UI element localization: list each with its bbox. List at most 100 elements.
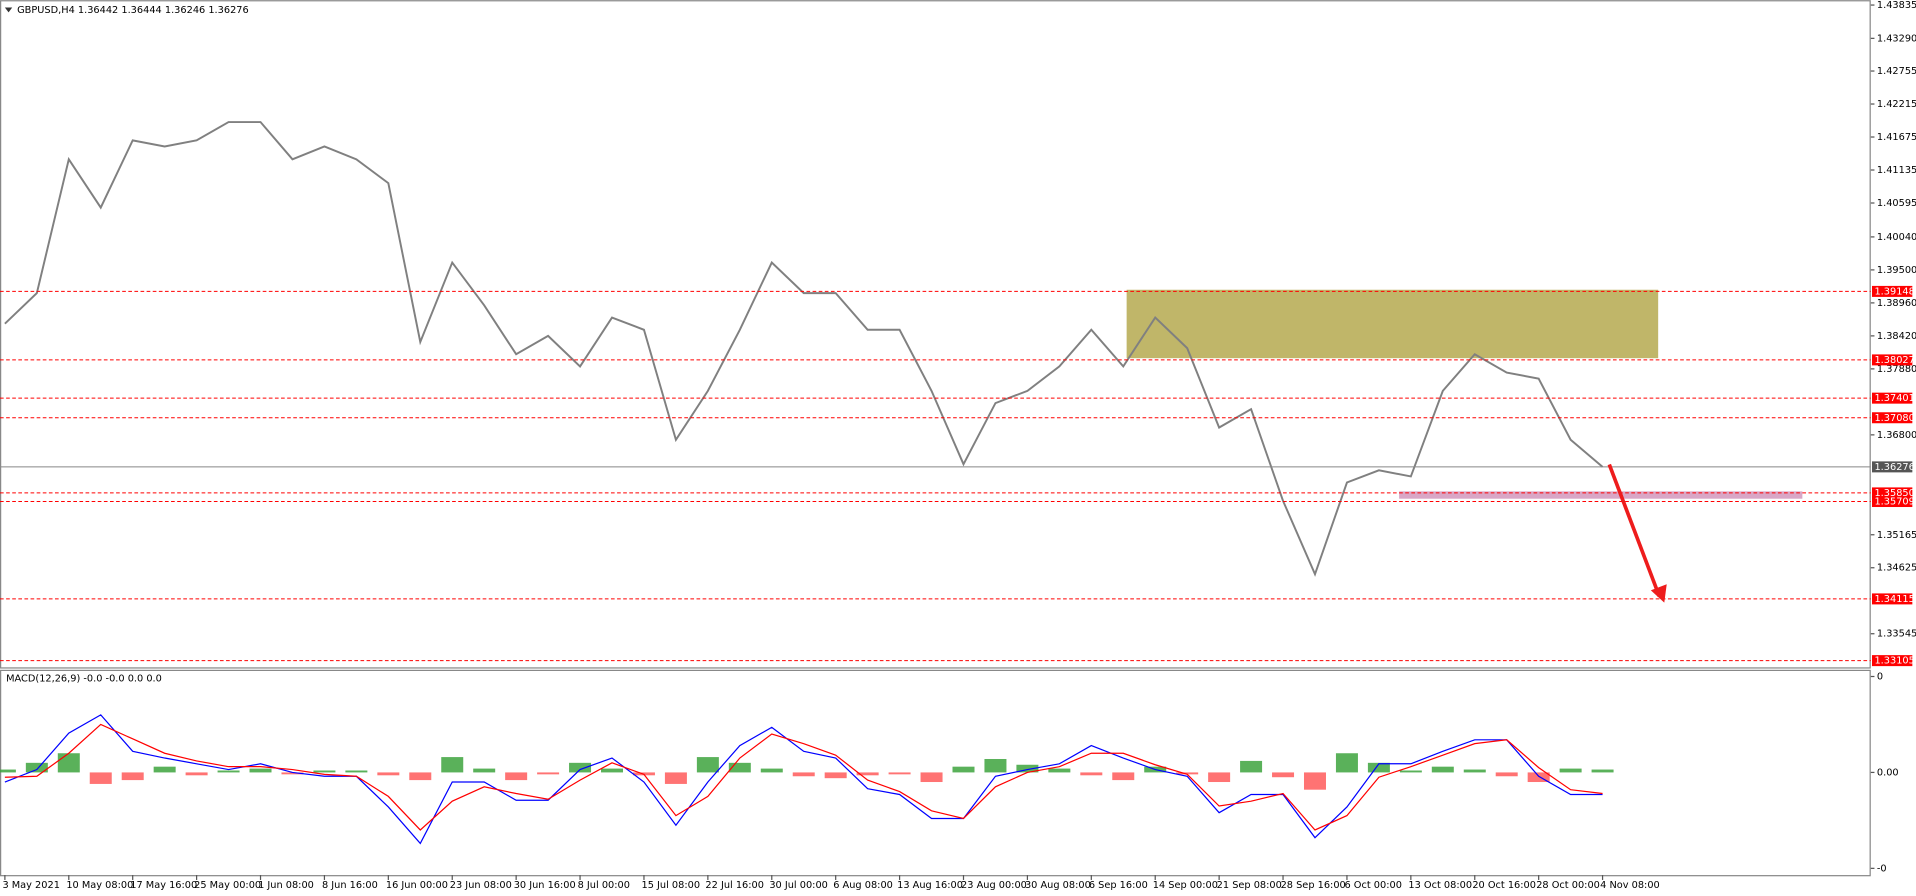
level-label-bg <box>1872 655 1913 667</box>
y-tick-label: 1.40040 <box>1877 232 1916 243</box>
macd-histogram-bar <box>153 766 176 773</box>
macd-histogram-bar <box>888 772 911 775</box>
macd-histogram-bar <box>728 762 751 773</box>
macd-histogram-bar <box>1272 772 1295 778</box>
x-tick-label: 23 Jun 08:00 <box>450 880 512 891</box>
x-tick-label: 6 Aug 08:00 <box>833 880 893 891</box>
macd-histogram-bar <box>824 772 847 779</box>
x-tick-label: 14 Sep 00:00 <box>1153 880 1218 891</box>
macd-histogram-bar <box>1527 772 1550 783</box>
macd-histogram-bar <box>1431 766 1454 773</box>
macd-histogram-bar <box>1112 772 1135 781</box>
macd-header: MACD(12,26,9) -0.0 -0.0 0.0 0.0 <box>6 673 162 684</box>
x-tick-label: 28 Oct 00:00 <box>1536 880 1600 891</box>
y-tick-label: 1.43290 <box>1877 33 1916 44</box>
y-tick-label: 1.43835 <box>1877 0 1916 11</box>
level-label-bg <box>1872 412 1913 424</box>
x-tick-label: 3 May 2021 <box>2 880 59 891</box>
y-tick-label: 1.33545 <box>1877 629 1916 640</box>
macd-histogram-bar <box>1559 768 1582 773</box>
macd-histogram-bar <box>249 768 272 773</box>
x-tick-label: 6 Oct 00:00 <box>1344 880 1401 891</box>
macd-histogram-bar <box>920 772 943 783</box>
macd-histogram-bar <box>537 772 560 775</box>
y-tick-label: 1.41675 <box>1877 132 1916 143</box>
level-label-bg <box>1872 354 1913 366</box>
x-tick-label: 16 Jun 00:00 <box>386 880 448 891</box>
level-label: 1.33105 <box>1874 656 1914 667</box>
x-tick-label: 30 Jun 16:00 <box>514 880 576 891</box>
level-label: 1.37401 <box>1874 393 1914 404</box>
level-label: 1.35709 <box>1874 497 1914 508</box>
macd-histogram-bar <box>601 768 624 773</box>
x-tick-label: 10 May 08:00 <box>66 880 133 891</box>
x-tick-label: 21 Sep 08:00 <box>1217 880 1282 891</box>
macd-histogram-bar <box>1303 772 1326 790</box>
macd-histogram-bar <box>1495 772 1518 777</box>
level-label: 1.37080 <box>1874 413 1914 424</box>
level-label: 1.39148 <box>1874 286 1914 297</box>
y-tick-label: 1.35165 <box>1877 530 1916 541</box>
macd-tick-label: 0.00 <box>1877 767 1899 778</box>
macd-histogram-bar <box>1240 760 1263 773</box>
level-label-bg <box>1872 487 1913 499</box>
x-tick-label: 4 Nov 08:00 <box>1600 880 1660 891</box>
symbol-header: GBPUSD,H4 1.36442 1.36444 1.36246 1.3627… <box>17 5 249 16</box>
x-tick-label: 25 May 00:00 <box>194 880 261 891</box>
x-tick-label: 30 Aug 08:00 <box>1025 880 1091 891</box>
arrow-head <box>1650 584 1667 603</box>
macd-histogram-bar <box>377 772 400 776</box>
macd-line <box>4 714 1603 845</box>
macd-histogram-bar <box>664 772 687 784</box>
macd-histogram-bar <box>952 766 975 773</box>
macd-histogram-bar <box>57 753 80 773</box>
y-tick-label: 1.42215 <box>1877 99 1916 110</box>
macd-histogram-bar <box>1367 762 1390 773</box>
x-tick-label: 13 Aug 16:00 <box>897 880 963 891</box>
supply-zone <box>1126 289 1659 359</box>
macd-histogram-bar <box>409 772 432 781</box>
menu-caret <box>4 7 13 13</box>
y-tick-label: 1.38960 <box>1877 298 1916 309</box>
y-tick-label: 1.38420 <box>1877 331 1916 342</box>
y-tick-label: 1.34625 <box>1877 563 1916 574</box>
macd-histogram-bar <box>1399 770 1422 773</box>
macd-histogram-bar <box>696 757 719 773</box>
x-tick-label: 6 Sep 16:00 <box>1089 880 1148 891</box>
x-tick-label: 15 Jul 08:00 <box>642 880 701 891</box>
macd-histogram-bar <box>473 768 496 773</box>
macd-histogram-bar <box>121 772 144 781</box>
level-label: 1.34115 <box>1874 594 1914 605</box>
macd-histogram-bar <box>1463 769 1486 773</box>
macd-histogram-bar <box>345 770 368 773</box>
macd-histogram-bar <box>441 757 464 773</box>
x-tick-label: 23 Aug 00:00 <box>961 880 1027 891</box>
price-line <box>4 121 1604 577</box>
x-tick-label: 13 Oct 08:00 <box>1408 880 1472 891</box>
macd-histogram-bar <box>856 772 879 776</box>
level-label-bg <box>1872 392 1913 404</box>
macd-histogram-bar <box>89 772 112 784</box>
macd-histogram-bar <box>1048 768 1071 773</box>
x-tick-label: 28 Sep 16:00 <box>1281 880 1346 891</box>
macd-histogram-bar <box>217 770 240 773</box>
macd-tick-label: 0 <box>1877 672 1883 683</box>
y-tick-label: 1.37880 <box>1877 364 1916 375</box>
x-tick-label: 30 Jul 00:00 <box>769 880 828 891</box>
y-tick-label: 1.42755 <box>1877 66 1916 77</box>
x-tick-label: 20 Oct 16:00 <box>1472 880 1536 891</box>
demand-zone <box>1399 491 1803 499</box>
level-label-bg <box>1872 496 1913 508</box>
level-label-bg <box>1872 285 1913 297</box>
macd-histogram-bar <box>1080 772 1103 776</box>
macd-histogram-bar <box>569 762 592 773</box>
macd-histogram-bar <box>1016 764 1039 773</box>
macd-histogram-bar <box>1208 772 1231 783</box>
macd-histogram-bar <box>1176 772 1199 775</box>
macd-histogram-bar <box>25 762 48 773</box>
y-tick-label: 1.40595 <box>1877 198 1916 209</box>
macd-tick-label: -0 <box>1877 863 1887 874</box>
arrow-shaft <box>1607 463 1662 598</box>
current-price-bg <box>1872 461 1913 473</box>
